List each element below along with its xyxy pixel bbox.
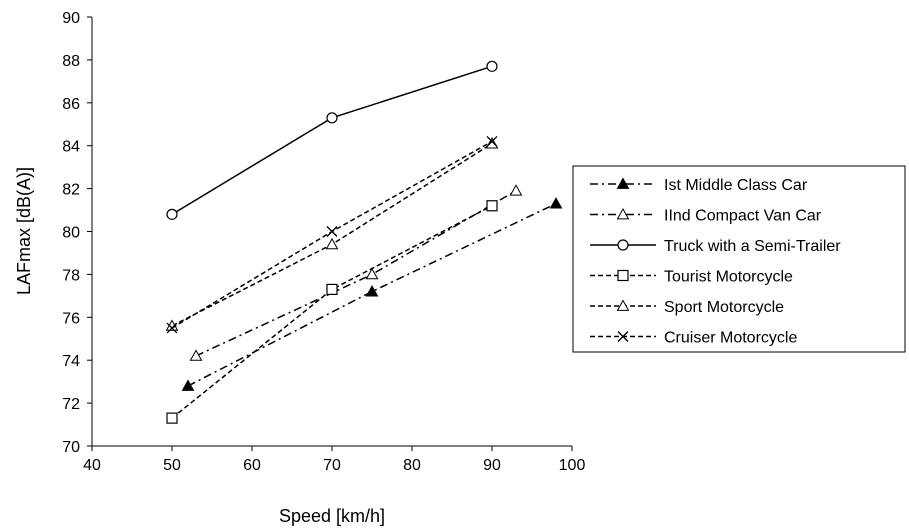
x-ticks: 40 50 60 70 80 90 100 [83,446,585,474]
y-tick-label: 70 [62,439,80,456]
y-axis-title: LAFmax [dB(A)] [14,167,34,295]
data-point [549,197,563,209]
y-tick-label: 84 [62,139,80,156]
series-3 [166,200,498,424]
y-tick-label: 80 [62,225,80,242]
x-tick-label: 80 [403,457,421,474]
y-tick-label: 72 [62,396,80,413]
legend-marker [617,331,629,342]
legend-label: Tourist Motorcycle [664,269,793,286]
x-tick-label: 50 [163,457,181,474]
series-line [171,140,493,329]
data-point [189,349,203,361]
legend-entry: Tourist Motorcycle [590,269,793,286]
legend-label: Sport Motorcycle [664,299,784,316]
series-1 [189,184,523,361]
data-point [486,200,498,212]
x-tick-label: 40 [83,457,101,474]
legend-box [572,165,906,353]
legend-entry: Ist Middle Class Car [590,177,808,194]
x-tick-label: 100 [559,457,586,474]
data-point [326,283,338,296]
legend-label: Truck with a Semi-Trailer [664,238,841,255]
legend-entry: Sport Motorcycle [590,299,784,316]
data-point [365,285,379,297]
y-ticks: 70 72 74 76 78 80 82 84 86 88 90 [62,10,92,456]
series-layer [165,60,563,424]
data-point [181,379,195,391]
series-2 [166,60,498,220]
data-point [485,137,499,149]
legend-marker [616,299,630,311]
x-tick-label: 70 [323,457,341,474]
series-line [171,65,493,215]
legend-marker [616,207,630,220]
y-tick-label: 88 [62,53,80,70]
series-0 [181,197,563,391]
legend: Ist Middle Class Car IInd Compact Van Car… [572,165,906,353]
data-point [326,112,338,124]
legend-marker [617,239,629,251]
legend-entry: Cruiser Motorcycle [590,330,797,347]
data-point [166,412,178,424]
legend-entry: IInd Compact Van Car [590,208,822,225]
y-tick-label: 90 [62,10,80,27]
legend-label: Cruiser Motorcycle [664,330,797,347]
legend-label: IInd Compact Van Car [664,208,822,225]
series-5 [166,135,498,334]
data-point [509,184,523,196]
y-tick-label: 86 [62,96,80,113]
series-line [187,202,557,387]
y-tick-label: 78 [62,267,80,284]
y-tick-label: 76 [62,310,80,327]
data-point [365,267,379,280]
series-line [171,205,493,419]
series-4 [165,137,499,331]
data-point [486,135,498,147]
x-tick-label: 60 [243,457,261,474]
x-axis-title: Speed [km/h] [279,506,385,526]
legend-entry: Truck with a Semi-Trailer [590,238,841,255]
x-tick-label: 90 [483,457,501,474]
data-point [486,60,498,72]
y-tick-label: 74 [62,353,80,370]
legend-marker [616,177,630,189]
y-tick-label: 82 [62,182,80,199]
data-point [325,237,339,250]
legend-label: Ist Middle Class Car [664,177,808,194]
data-point [166,208,178,220]
data-point [326,226,338,237]
series-line [195,190,517,357]
data-point [166,322,178,334]
legend-marker [617,269,629,282]
